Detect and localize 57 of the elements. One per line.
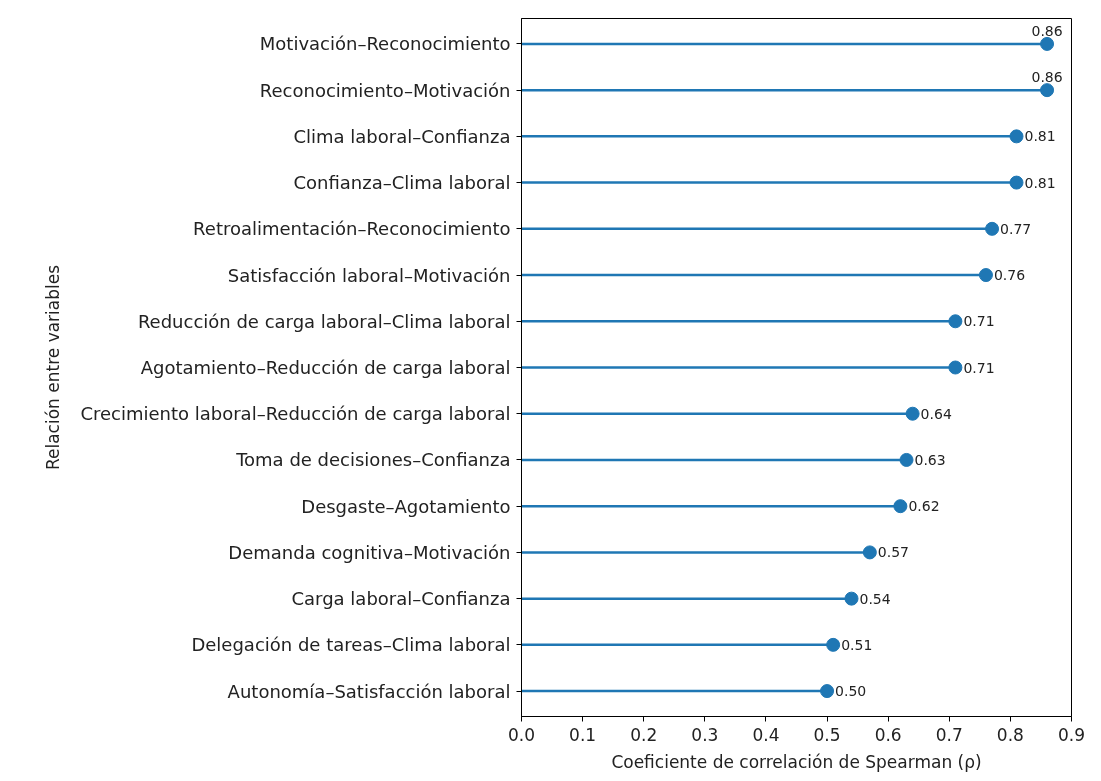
y-tick-label: Retroalimentación–Reconocimiento	[193, 218, 511, 240]
data-label: 0.51	[841, 636, 873, 653]
data-label: 0.77	[1000, 220, 1032, 237]
point	[1040, 36, 1055, 51]
data-label: 0.86	[1031, 69, 1063, 86]
x-tick-label: 0.5	[813, 724, 841, 745]
data-label: 0.81	[1024, 174, 1056, 191]
point	[862, 545, 877, 560]
point	[844, 591, 859, 606]
y-tick-label: Delegación de tareas–Clima laboral	[191, 634, 511, 656]
y-tick-label: Demanda cognitiva–Motivación	[228, 541, 511, 563]
x-axis-title: Coeficiente de correlación de Spearman (ρ)	[611, 751, 982, 772]
y-tick-label: Clima laboral–Confianza	[293, 125, 511, 147]
data-label: 0.86	[1031, 22, 1063, 39]
point	[948, 314, 963, 329]
y-tick-label: Motivación–Reconocimiento	[259, 33, 511, 55]
point	[899, 452, 914, 467]
y-tick-label: Desgaste–Agotamiento	[301, 495, 511, 517]
point	[826, 637, 841, 652]
point	[893, 499, 908, 514]
data-label: 0.63	[914, 451, 946, 468]
x-tick-label: 0.3	[691, 724, 719, 745]
point	[948, 360, 963, 375]
point	[820, 684, 835, 699]
y-tick-label: Reconocimiento–Motivación	[259, 79, 511, 101]
point	[905, 406, 920, 421]
y-tick-label: Reducción de carga laboral–Clima laboral	[137, 310, 511, 332]
point	[1009, 175, 1024, 190]
x-tick-label: 0.0	[507, 724, 536, 745]
y-tick-label: Agotamiento–Reducción de carga laboral	[140, 357, 511, 378]
point	[985, 221, 1000, 236]
y-axis-title: Relación entre variables	[43, 264, 64, 471]
point	[1009, 129, 1024, 144]
data-label: 0.71	[963, 359, 995, 376]
point	[1040, 83, 1055, 98]
y-tick-label: Satisfacción laboral–Motivación	[227, 264, 511, 286]
y-tick-label: Toma de decisiones–Confianza	[235, 449, 511, 471]
point	[978, 268, 993, 283]
data-label: 0.54	[859, 590, 891, 607]
data-label: 0.50	[835, 683, 867, 700]
data-label: 0.81	[1024, 128, 1056, 145]
data-label: 0.76	[993, 267, 1026, 284]
data-label: 0.71	[963, 313, 995, 330]
x-tick-label: 0.7	[935, 724, 963, 745]
y-tick-label: Autonomía–Satisfacción laboral	[227, 680, 511, 702]
y-tick-label: Crecimiento laboral–Reducción de carga laboral	[80, 403, 511, 425]
x-tick-label: 0.4	[752, 724, 780, 745]
x-tick-label: 0.6	[874, 724, 902, 745]
data-label: 0.57	[877, 544, 910, 561]
y-tick-label: Confianza–Clima laboral	[293, 172, 511, 194]
x-tick-label: 0.2	[630, 724, 658, 745]
data-label: 0.62	[908, 498, 940, 515]
x-tick-label: 0.9	[1057, 724, 1086, 745]
x-tick-label: 0.1	[569, 724, 597, 745]
x-tick-label: 0.8	[996, 724, 1024, 745]
data-label: 0.64	[920, 405, 952, 422]
y-tick-label: Carga laboral–Confianza	[291, 588, 511, 610]
